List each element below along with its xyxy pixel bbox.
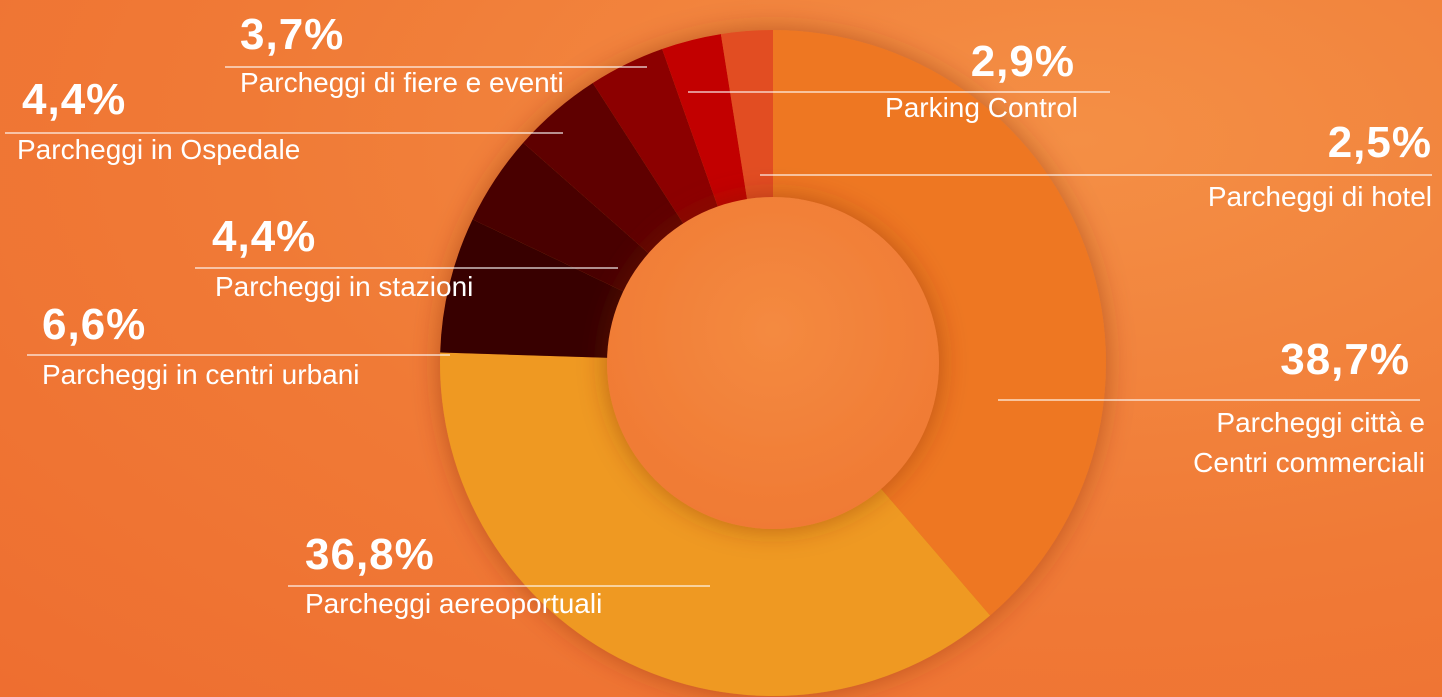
value-label: 38,7% [1280, 335, 1410, 384]
category-label: Parcheggi in stazioni [215, 271, 474, 302]
value-label: 36,8% [305, 530, 435, 579]
category-label: Parcheggi di fiere e eventi [240, 67, 564, 98]
value-label: 3,7% [240, 10, 345, 59]
donut [440, 30, 1107, 696]
donut-hole [607, 197, 939, 529]
value-label: 6,6% [42, 300, 147, 349]
value-label: 4,4% [22, 75, 127, 124]
category-label: Parcheggi in Ospedale [17, 134, 301, 165]
value-label: 2,9% [970, 37, 1075, 86]
value-label: 2,5% [1327, 118, 1432, 167]
category-label: Parcheggi di hotel [1207, 181, 1432, 212]
category-label: Parcheggi aereoportuali [305, 588, 603, 619]
slice [440, 352, 991, 696]
category-label: Parcheggi in centri urbani [42, 359, 360, 390]
value-label: 4,4% [212, 212, 317, 261]
category-label: Parcheggi città e Centri commerciali [1193, 407, 1425, 478]
slice [773, 30, 1107, 616]
category-label: Parking Control [885, 92, 1078, 123]
